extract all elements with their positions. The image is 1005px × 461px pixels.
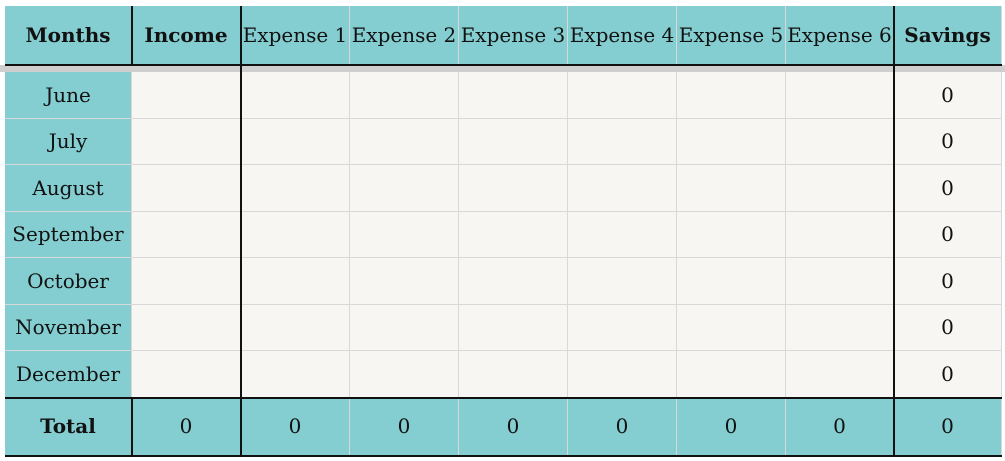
header-cell: Months — [5, 6, 132, 65]
empty-cell — [132, 304, 241, 351]
month-cell: November — [5, 304, 132, 351]
savings-cell: 0 — [894, 304, 1002, 351]
empty-cell — [350, 351, 459, 398]
border-line — [131, 6, 133, 65]
empty-cell — [568, 165, 677, 212]
header-cell: Expense 1 — [241, 6, 350, 65]
month-cell: July — [5, 118, 132, 165]
total-cell: 0 — [132, 397, 241, 456]
empty-cell — [459, 72, 568, 119]
empty-cell — [350, 258, 459, 305]
border-line — [5, 396, 1002, 399]
empty-cell — [786, 304, 894, 351]
header-cell: Expense 3 — [459, 6, 568, 65]
empty-cell — [241, 211, 350, 258]
empty-cell — [459, 258, 568, 305]
empty-cell — [677, 165, 786, 212]
savings-cell: 0 — [894, 351, 1002, 398]
empty-cell — [132, 258, 241, 305]
header-cell: Expense 6 — [786, 6, 894, 65]
border-line — [240, 6, 242, 456]
empty-cell — [786, 211, 894, 258]
total-cell: 0 — [241, 397, 350, 456]
header-cell: Expense 2 — [350, 6, 459, 65]
total-label: Total — [5, 397, 132, 456]
border-line — [893, 6, 895, 456]
empty-cell — [350, 165, 459, 212]
empty-cell — [459, 118, 568, 165]
savings-cell: 0 — [894, 258, 1002, 305]
header-cell: Savings — [894, 6, 1002, 65]
total-cell: 0 — [786, 397, 894, 456]
empty-cell — [459, 165, 568, 212]
empty-cell — [241, 118, 350, 165]
empty-cell — [677, 304, 786, 351]
savings-cell: 0 — [894, 211, 1002, 258]
month-cell: December — [5, 351, 132, 398]
border-line — [5, 64, 1002, 66]
header-cell: Income — [132, 6, 241, 65]
empty-cell — [677, 118, 786, 165]
empty-cell — [132, 165, 241, 212]
empty-cell — [241, 258, 350, 305]
empty-cell — [568, 211, 677, 258]
empty-cell — [132, 118, 241, 165]
empty-cell — [677, 72, 786, 119]
month-cell: June — [5, 72, 132, 119]
border-line — [131, 397, 133, 456]
empty-cell — [677, 351, 786, 398]
empty-cell — [350, 118, 459, 165]
empty-cell — [786, 165, 894, 212]
empty-cell — [241, 304, 350, 351]
savings-cell: 0 — [894, 72, 1002, 119]
empty-cell — [786, 72, 894, 119]
empty-cell — [132, 72, 241, 119]
empty-cell — [459, 211, 568, 258]
empty-cell — [568, 304, 677, 351]
empty-cell — [132, 351, 241, 398]
empty-cell — [786, 118, 894, 165]
empty-cell — [459, 304, 568, 351]
total-cell: 0 — [459, 397, 568, 456]
month-cell: August — [5, 165, 132, 212]
empty-cell — [241, 165, 350, 212]
empty-cell — [568, 258, 677, 305]
empty-cell — [132, 211, 241, 258]
savings-cell: 0 — [894, 118, 1002, 165]
empty-cell — [677, 211, 786, 258]
empty-cell — [241, 351, 350, 398]
border-line — [5, 455, 1002, 457]
empty-cell — [677, 258, 786, 305]
frozen-divider — [0, 65, 1005, 72]
savings-cell: 0 — [894, 165, 1002, 212]
total-cell: 0 — [350, 397, 459, 456]
total-cell: 0 — [568, 397, 677, 456]
empty-cell — [786, 258, 894, 305]
empty-cell — [568, 118, 677, 165]
empty-cell — [786, 351, 894, 398]
header-cell: Expense 4 — [568, 6, 677, 65]
month-cell: October — [5, 258, 132, 305]
empty-cell — [350, 211, 459, 258]
empty-cell — [350, 72, 459, 119]
empty-cell — [568, 351, 677, 398]
total-cell: 0 — [677, 397, 786, 456]
total-cell: 0 — [894, 397, 1002, 456]
month-cell: September — [5, 211, 132, 258]
header-cell: Expense 5 — [677, 6, 786, 65]
empty-cell — [241, 72, 350, 119]
empty-cell — [350, 304, 459, 351]
empty-cell — [459, 351, 568, 398]
empty-cell — [568, 72, 677, 119]
